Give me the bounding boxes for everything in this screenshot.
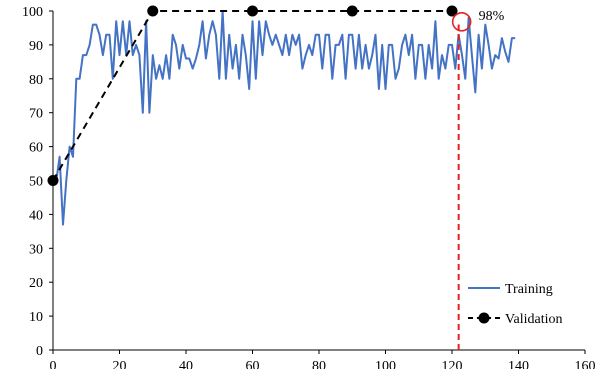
legend-validation-marker bbox=[478, 312, 490, 324]
x-tick-label: 80 bbox=[312, 359, 326, 369]
y-tick-label: 30 bbox=[29, 242, 43, 257]
y-tick-label: 90 bbox=[29, 39, 43, 54]
y-axis-ticks: 0 10 20 30 40 50 60 70 80 90 100 bbox=[22, 5, 53, 359]
validation-point bbox=[247, 5, 258, 17]
y-tick-label: 70 bbox=[29, 107, 43, 122]
validation-point bbox=[47, 175, 59, 186]
x-tick-label: 160 bbox=[575, 359, 596, 369]
x-tick-label: 20 bbox=[113, 359, 127, 369]
x-tick-label: 120 bbox=[442, 359, 463, 369]
x-tick-label: 60 bbox=[246, 359, 260, 369]
best-accuracy-label: 98% bbox=[479, 9, 505, 24]
annotation-layer: 98% bbox=[451, 9, 505, 350]
x-tick-label: 100 bbox=[375, 359, 396, 369]
x-axis-ticks: 0 20 40 60 80 100 120 140 160 bbox=[50, 350, 596, 369]
validation-point bbox=[147, 5, 159, 17]
axes bbox=[52, 11, 585, 351]
y-tick-label: 80 bbox=[29, 73, 43, 88]
y-tick-label: 10 bbox=[29, 310, 43, 325]
y-tick-label: 40 bbox=[29, 208, 43, 223]
y-tick-label: 0 bbox=[36, 344, 43, 359]
x-tick-label: 40 bbox=[179, 359, 193, 369]
y-tick-label: 60 bbox=[29, 141, 43, 156]
legend-validation-label: Validation bbox=[505, 312, 563, 327]
best-accuracy-circle bbox=[451, 11, 472, 32]
legend-training-label: Training bbox=[505, 282, 553, 297]
y-tick-label: 20 bbox=[29, 276, 43, 291]
legend: Training Validation bbox=[468, 282, 563, 327]
y-tick-label: 50 bbox=[29, 175, 43, 190]
validation-point bbox=[346, 5, 358, 17]
validation-point bbox=[446, 5, 458, 17]
x-tick-label: 140 bbox=[508, 359, 529, 369]
training-series-line bbox=[53, 10, 516, 226]
series-layer bbox=[47, 5, 516, 226]
x-tick-label: 0 bbox=[50, 359, 57, 369]
y-tick-label: 100 bbox=[22, 5, 43, 20]
